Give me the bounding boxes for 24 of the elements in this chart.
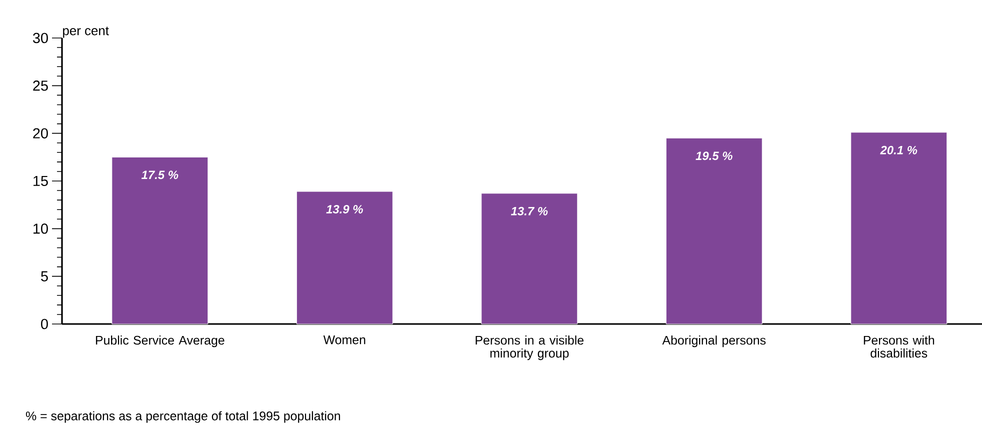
data-label: 19.5 %	[696, 152, 732, 160]
bar	[850, 132, 948, 324]
data-label: 20.1 %	[880, 146, 918, 154]
y-tick-label: 0	[41, 318, 48, 330]
x-tick-label: Women	[323, 336, 366, 344]
x-tick-label: Persons with disabilities	[864, 336, 934, 358]
x-tick-label: Aboriginal persons	[662, 336, 766, 348]
y-tick-label: 25	[33, 80, 48, 91]
bar	[666, 138, 762, 324]
data-label: 13.9 %	[326, 205, 363, 214]
y-tick-label: 5	[41, 271, 48, 282]
y-tick-label: 10	[34, 224, 48, 234]
y-axis-title: per cent	[63, 26, 109, 38]
x-tick-label: Persons in a visible minority group	[476, 336, 584, 360]
data-label: 13.7 %	[510, 206, 548, 216]
bar	[112, 156, 208, 324]
text: % = separations as a percentage of total 1995 population	[26, 411, 340, 423]
y-tick-label: 30	[32, 32, 48, 44]
data-label: 17.5 %	[141, 170, 178, 180]
bar	[481, 193, 578, 324]
bar	[296, 191, 393, 324]
y-tick-label: 20	[33, 128, 48, 138]
x-tick-label: Public Service Average	[96, 336, 224, 348]
y-tick-label: 15	[34, 176, 48, 186]
